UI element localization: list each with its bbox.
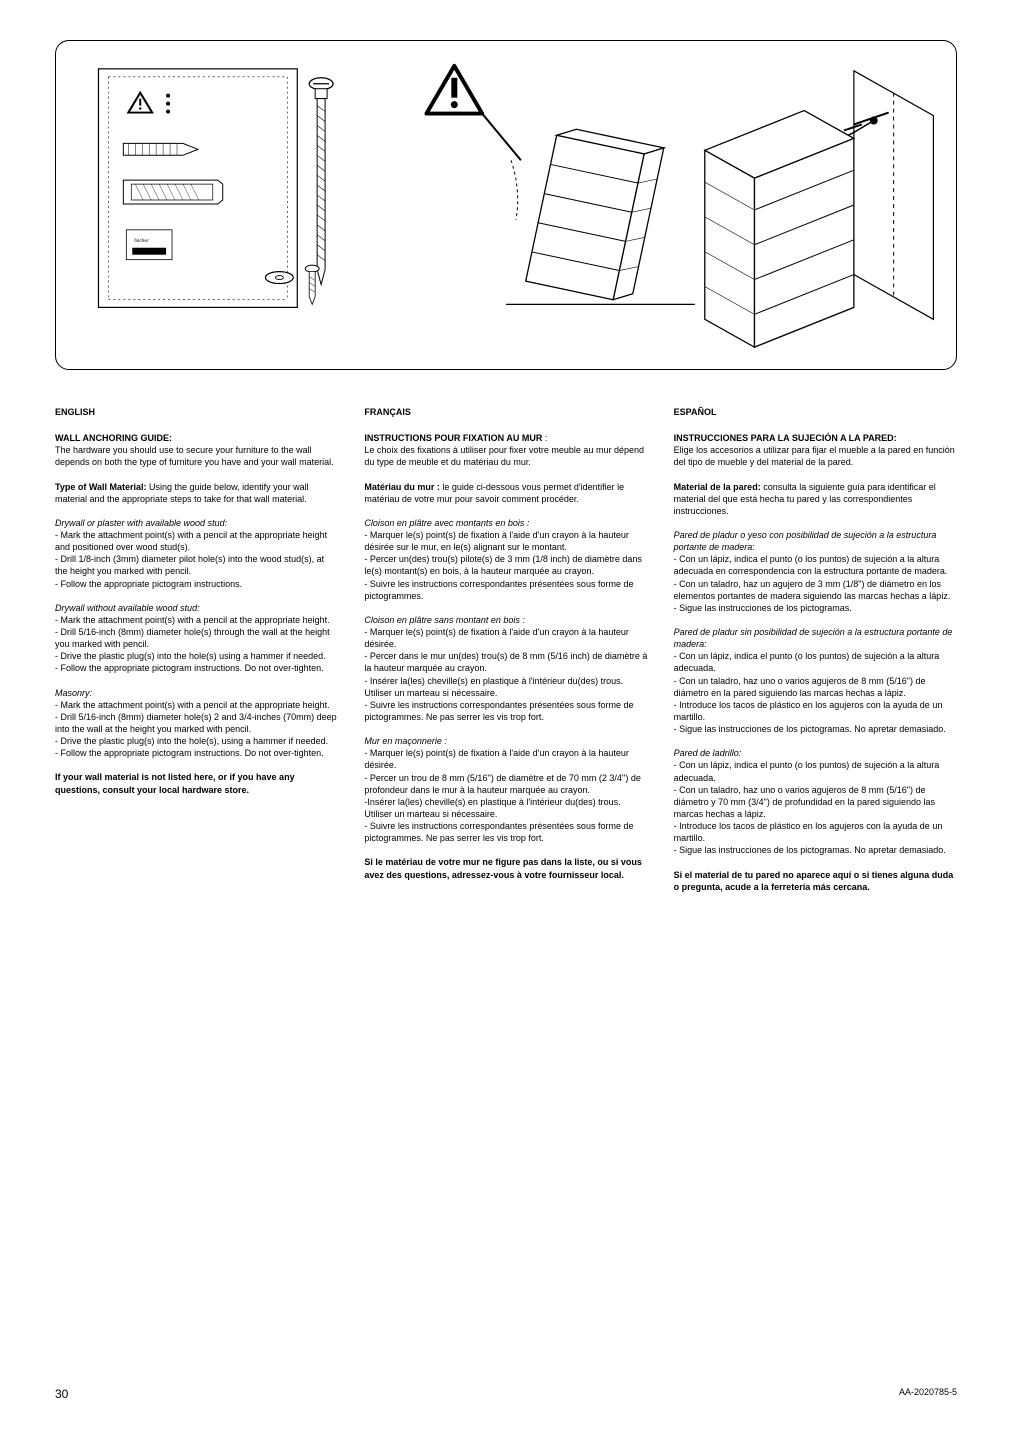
closing: Si el material de tu pared no aparece aq… [674,869,957,893]
title: WALL ANCHORING GUIDE: [55,433,172,443]
col-english: ENGLISH WALL ANCHORING GUIDE: The hardwa… [55,406,338,905]
sub3-title: Pared de ladrillo: [674,748,742,758]
sub1-body: - Marquer le(s) point(s) de fixation à l… [364,530,642,601]
svg-text:fischer: fischer [134,238,149,244]
sub3-body: - Marquer le(s) point(s) de fixation à l… [364,748,641,843]
sub3-body: - Mark the attachment point(s) with a pe… [55,700,337,759]
warning-tipping [426,66,694,305]
footer: 30 AA-2020785-5 [55,1386,957,1402]
anchoring-diagram: fischer [56,41,956,369]
diagram-frame: fischer [55,40,957,370]
sub3-body: - Con un lápiz, indica el punto (o los p… [674,760,946,855]
sub2-body: - Mark the attachment point(s) with a pe… [55,615,330,674]
sub1-body: - Con un lápiz, indica el punto (o los p… [674,554,951,613]
sub2-body: - Marquer le(s) point(s) de fixation à l… [364,627,647,722]
col-espanol: ESPAÑOL INSTRUCCIONES PARA LA SUJECIÓN A… [674,406,957,905]
hardware-card: fischer [98,69,333,308]
anchored-bookcase [705,71,934,347]
sub3-title: Masonry: [55,688,92,698]
type-heading: Type of Wall Material: [55,482,147,492]
document-id: AA-2020785-5 [899,1386,957,1402]
page-number: 30 [55,1386,68,1402]
col-francais: FRANÇAIS INSTRUCTIONS POUR FIXATION AU M… [364,406,647,905]
closing: If your wall material is not listed here… [55,771,338,795]
title-suffix: : [542,433,547,443]
lang-label: FRANÇAIS [364,406,647,418]
type-heading: Material de la pared: [674,482,761,492]
lang-label: ESPAÑOL [674,406,957,418]
intro: Le choix des fixations à utiliser pour f… [364,445,644,467]
type-heading: Matériau du mur : [364,482,440,492]
closing: Si le matériau de votre mur ne figure pa… [364,856,647,880]
sub1-title: Cloison en plâtre avec montants en bois … [364,518,529,528]
sub1-title: Drywall or plaster with available wood s… [55,518,227,528]
sub2-title: Pared de pladur sin posibilidad de sujec… [674,627,953,649]
intro: The hardware you should use to secure yo… [55,445,334,467]
sub2-title: Drywall without available wood stud: [55,603,200,613]
sub2-body: - Con un lápiz, indica el punto (o los p… [674,651,946,734]
title: INSTRUCTIONS POUR FIXATION AU MUR [364,433,542,443]
sub3-title: Mur en maçonnerie : [364,736,447,746]
sub2-title: Cloison en plâtre sans montant en bois : [364,615,525,625]
text-columns: ENGLISH WALL ANCHORING GUIDE: The hardwa… [55,406,957,905]
title: INSTRUCCIONES PARA LA SUJECIÓN A LA PARE… [674,433,897,443]
sub1-title: Pared de pladur o yeso con posibilidad d… [674,530,937,552]
lang-label: ENGLISH [55,406,338,418]
intro: Elige los accesorios a utilizar para fij… [674,445,955,467]
sub1-body: - Mark the attachment point(s) with a pe… [55,530,327,589]
